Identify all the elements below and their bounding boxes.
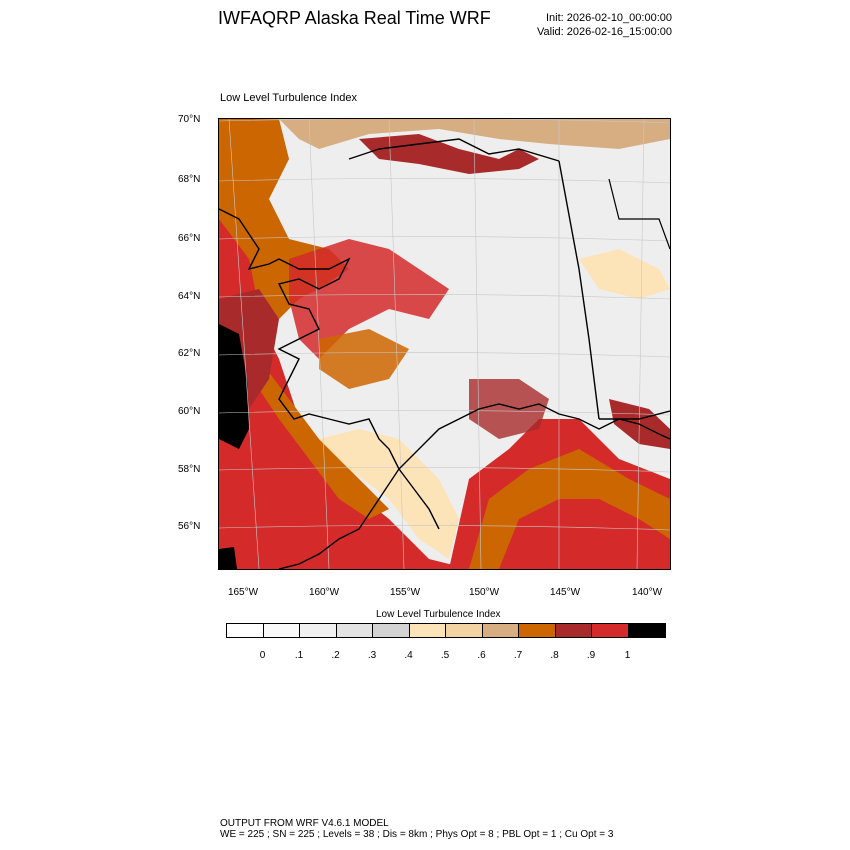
colorbar-label: 0 [259,650,266,661]
graticule-line [219,467,670,473]
graticule-line [228,119,260,569]
lat-tick-label: 66°N [178,233,201,244]
colorbar-swatch [300,624,337,637]
graticule-line [219,525,670,531]
init-time: Init: 2026-02-10_00:00:00 [546,12,672,24]
lon-tick-label: 140°W [631,587,663,598]
border-line-yukon [608,178,670,250]
colorbar-swatch [519,624,556,637]
border-line [558,160,600,420]
field-orange-gulf [469,449,670,569]
graticule [219,119,670,569]
lat-tick-label: 68°N [178,174,201,185]
field-orange-interior [319,329,409,389]
graticule-line [308,119,330,569]
lon-tick-label: 165°W [227,587,259,598]
graticule-line [219,236,670,242]
field-black-west [219,324,249,449]
lat-tick-label: 62°N [178,348,201,359]
graticule-line [636,119,645,569]
field-black-southwest [219,547,237,569]
colorbar-label: .6 [477,650,486,661]
graticule-line [219,178,670,184]
colorbar-label: .1 [294,650,304,661]
turbulence-map [218,118,671,570]
graticule-line [473,119,482,569]
colorbar-label: .9 [586,650,596,661]
lat-tick-label: 56°N [178,521,201,532]
footer-config-line: WE = 225 ; SN = 225 ; Levels = 38 ; Dis … [220,829,614,840]
field-red-west [219,209,469,569]
page-title: IWFAQRP Alaska Real Time WRF [218,8,491,28]
colorbar-label: .4 [404,650,413,661]
field-darkred-range [469,379,549,439]
turbulence-map-svg [219,119,670,569]
coastline-south [398,403,670,470]
colorbar-label: .5 [440,650,450,661]
lon-tick-label: 145°W [549,587,581,598]
field-cream-northeast [579,249,670,299]
graticule-line [219,352,670,358]
graticule-line [219,119,670,124]
coastline-north [348,138,560,162]
colorbar [226,623,666,638]
colorbar-title: Low Level Turbulence Index [376,609,501,620]
graticule-line [219,294,670,300]
colorbar-swatch [373,624,410,637]
field-orange-bristol [259,359,389,519]
field-darkred-north [359,134,539,174]
coastline-west [219,208,400,569]
lat-tick-label: 64°N [178,291,201,302]
field-cream-southwest [319,429,459,559]
colorbar-label: .8 [550,650,559,661]
colorbar-label: 1 [624,650,631,661]
graticule-line [219,410,670,416]
colorbar-swatch [628,624,665,637]
lon-tick-label: 155°W [389,587,421,598]
map-subtitle: Low Level Turbulence Index [220,92,357,104]
colorbar-swatch [409,624,446,637]
colorbar-swatch [555,624,592,637]
coastline [219,138,670,569]
graticule-line [388,119,405,569]
lat-tick-label: 70°N [178,114,201,125]
colorbar-label: .3 [367,650,377,661]
border-line-southeast [599,410,670,420]
colorbar-swatch [482,624,519,637]
colorbar-swatch [446,624,483,637]
lat-tick-label: 58°N [178,464,201,475]
colorbar-swatch [263,624,300,637]
valid-time: Valid: 2026-02-16_15:00:00 [537,26,672,38]
coastline-kenai [398,468,440,530]
footer-model-line: OUTPUT FROM WRF V4.6.1 MODEL [220,818,389,829]
colorbar-swatch [336,624,373,637]
colorbar-label: .2 [331,650,340,661]
colorbar-swatch [227,624,264,637]
lon-tick-label: 160°W [308,587,340,598]
colorbar-label: .7 [513,650,523,661]
colorbar-swatch [592,624,629,637]
lon-tick-label: 150°W [468,587,500,598]
lat-tick-label: 60°N [178,406,201,417]
